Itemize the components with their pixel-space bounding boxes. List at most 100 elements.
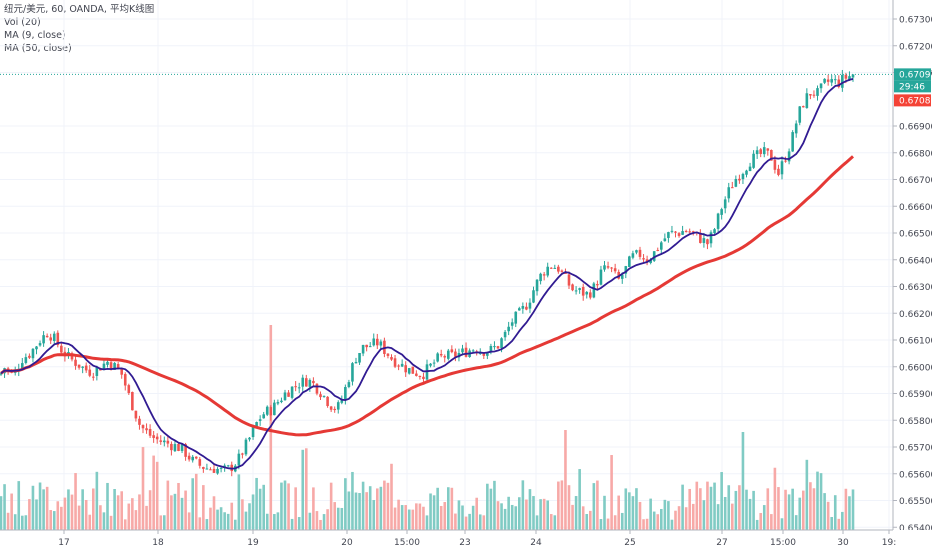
- candle: [663, 233, 667, 242]
- candle: [180, 444, 184, 454]
- candle: [510, 318, 514, 330]
- candle: [106, 360, 109, 368]
- volume-bar: [581, 506, 585, 530]
- candle: [443, 354, 447, 363]
- volume-bar: [202, 485, 205, 530]
- candle: [301, 374, 305, 392]
- candle: [656, 247, 660, 252]
- volume-bar: [464, 516, 468, 530]
- volume-bar: [794, 515, 798, 530]
- candle: [766, 148, 770, 156]
- candle: [418, 375, 422, 380]
- volume-bar: [155, 461, 159, 530]
- candle: [549, 267, 553, 269]
- candle: [297, 382, 301, 394]
- candle: [145, 423, 148, 434]
- volume-bar: [528, 489, 532, 530]
- price-axis[interactable]: 0.673000.672000.671000.669000.668000.667…: [893, 16, 932, 534]
- volume-bar: [557, 481, 560, 530]
- volume-bar: [443, 502, 447, 530]
- volume-bar: [560, 480, 564, 530]
- candle: [447, 348, 450, 361]
- time-tick-label: 18: [152, 538, 164, 548]
- volume-bar: [478, 514, 482, 530]
- volume-bar: [741, 432, 745, 530]
- candle: [194, 456, 198, 460]
- candle: [798, 106, 802, 126]
- volume-bar: [447, 487, 450, 530]
- candle: [191, 455, 194, 463]
- volume-bar: [624, 488, 628, 530]
- candle: [833, 75, 837, 85]
- volume-bar: [496, 501, 500, 530]
- volume-bar: [319, 519, 322, 530]
- volume-bar: [248, 503, 251, 530]
- volume-bar: [251, 494, 255, 530]
- volume-bar: [280, 482, 283, 530]
- volume-bar: [777, 487, 780, 530]
- volume-bar: [695, 481, 699, 530]
- volume-bar: [145, 505, 148, 530]
- volume-bar: [368, 486, 372, 530]
- volume-bar: [400, 505, 404, 530]
- volume-bar: [209, 507, 212, 530]
- volume-bar: [553, 515, 557, 530]
- volume-bar: [848, 496, 851, 530]
- volume-bar: [177, 482, 180, 530]
- time-axis[interactable]: 17 18 19 20 15:00 23 24 25 27 15:00 30 19:: [58, 530, 896, 548]
- svg-text:0.67093: 0.67093: [899, 70, 932, 80]
- volume-bar: [226, 513, 230, 530]
- volume-bar: [475, 497, 478, 530]
- volume-bar: [159, 515, 163, 530]
- candle: [557, 264, 560, 274]
- grid-lines: [0, 0, 893, 530]
- candle: [400, 359, 404, 368]
- candle: [809, 94, 812, 100]
- volume-bar: [578, 469, 581, 530]
- volume-bar: [170, 495, 173, 530]
- volume-bar: [791, 488, 794, 530]
- volume-bar: [329, 482, 333, 530]
- candle: [397, 364, 400, 371]
- volume-bar: [691, 503, 695, 530]
- candle: [390, 354, 393, 361]
- volume-bar: [301, 449, 305, 530]
- candle: [571, 283, 574, 292]
- legend-volume[interactable]: Vol (20): [4, 17, 41, 28]
- candle: [404, 361, 407, 377]
- volume-bar: [35, 499, 38, 530]
- candle: [660, 240, 663, 255]
- legend-ma9[interactable]: MA (9, close): [4, 30, 66, 41]
- volume-bar: [312, 487, 315, 530]
- volume-bar: [95, 471, 99, 530]
- candle: [368, 342, 372, 348]
- candle: [358, 353, 361, 365]
- time-tick-label: 19: [247, 538, 259, 548]
- candle: [134, 410, 138, 422]
- volume-bar: [755, 519, 759, 530]
- volume-bar: [833, 495, 837, 530]
- candle: [755, 146, 759, 159]
- volume-bar: [38, 482, 42, 530]
- volume-bar: [660, 508, 663, 530]
- candle: [415, 370, 418, 377]
- volume-bar: [365, 492, 368, 530]
- volume-bar: [407, 509, 411, 530]
- candle: [276, 399, 280, 406]
- volume-bar: [486, 483, 489, 530]
- volume-bar: [131, 498, 134, 530]
- candle: [138, 415, 141, 430]
- legend-ma50[interactable]: MA (50, close): [4, 43, 72, 54]
- legend-title[interactable]: 纽元/美元, 60, OANDA, 平均K线图: [4, 4, 155, 15]
- time-tick-label: 20: [341, 538, 353, 548]
- candle: [617, 269, 620, 280]
- volume-bar: [709, 486, 713, 530]
- candle: [702, 233, 706, 248]
- candle: [49, 333, 52, 344]
- volume-bar: [297, 517, 301, 530]
- candle: [684, 229, 688, 233]
